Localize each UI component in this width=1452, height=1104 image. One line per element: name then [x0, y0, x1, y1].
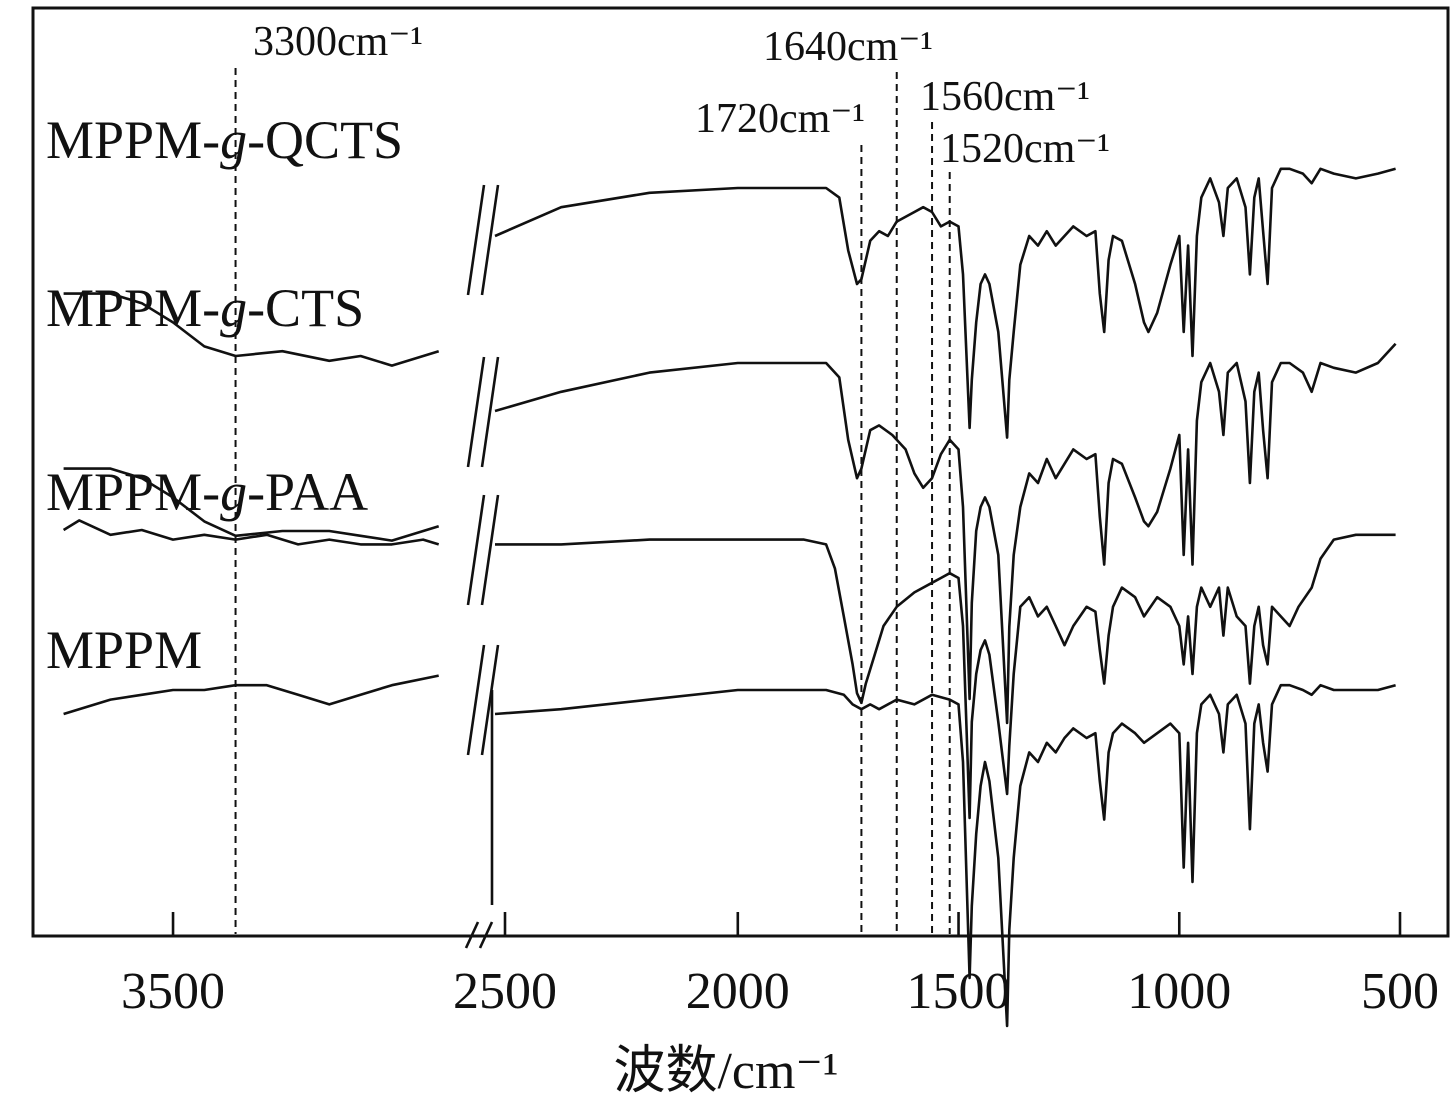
x-axis-label: 波数/cm⁻¹ [613, 1043, 838, 1100]
series-line [494, 683, 1396, 1028]
series-line [494, 167, 1396, 439]
series-line [494, 342, 1397, 725]
axis-break-marks [464, 184, 500, 949]
series-line [63, 292, 440, 367]
series-line [63, 674, 439, 716]
reference-line-label: 1560cm⁻¹ [920, 74, 1090, 120]
plot-frame [31, 6, 1450, 938]
break-mark [478, 921, 494, 949]
break-mark [466, 644, 486, 756]
break-mark [480, 356, 500, 468]
series-label: MPPM-g-CTS [46, 278, 364, 338]
break-mark [480, 644, 500, 756]
series-line [495, 533, 1396, 820]
break-mark [480, 494, 500, 606]
reference-line-label: 1640cm⁻¹ [763, 24, 933, 70]
reference-line-label: 1520cm⁻¹ [940, 126, 1110, 172]
x-tick-label: 1000 [1127, 963, 1231, 1020]
break-mark [464, 921, 480, 949]
x-tick-label: 2500 [453, 963, 557, 1020]
series-line [63, 467, 440, 542]
series-label: MPPM-g-PAA [46, 462, 368, 522]
x-tick-label: 3500 [121, 963, 225, 1020]
x-axis-ticks: 3500 2500 2000 1500 1000 500 [121, 912, 1439, 1020]
x-tick-label: 2000 [686, 963, 790, 1020]
series-label: MPPM-g-QCTS [46, 110, 403, 170]
series-group [62, 167, 1397, 1028]
break-mark [466, 494, 486, 606]
series-label: MPPM [46, 620, 202, 680]
reference-line-label: 3300cm⁻¹ [253, 19, 423, 65]
series-line [62, 519, 440, 546]
break-mark [480, 184, 500, 296]
break-mark [466, 184, 486, 296]
x-tick-label: 500 [1361, 963, 1439, 1020]
series-labels: MPPM-g-QCTS MPPM-g-CTS MPPM-g-PAA MPPM [46, 110, 403, 680]
reference-line-label: 1720cm⁻¹ [695, 96, 865, 142]
x-tick-label: 1500 [907, 963, 1011, 1020]
break-mark [466, 356, 486, 468]
